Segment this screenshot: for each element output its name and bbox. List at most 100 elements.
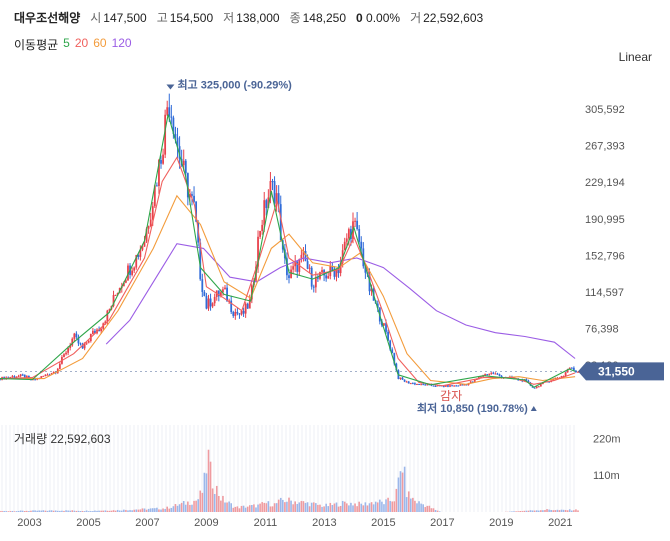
volume-bar xyxy=(432,508,435,512)
candle-body xyxy=(232,311,235,316)
volume-bar xyxy=(42,510,45,512)
volume-bar xyxy=(577,510,579,512)
candle-body xyxy=(162,154,164,164)
candle-body xyxy=(405,381,408,383)
volume-bar xyxy=(542,510,544,512)
candle-body xyxy=(261,224,264,231)
volume-bar xyxy=(358,501,360,512)
candle-body xyxy=(370,288,373,292)
candle-body xyxy=(122,282,125,287)
candle-body xyxy=(527,380,530,383)
candle-body xyxy=(347,229,350,239)
candle-body xyxy=(469,381,472,384)
volume-bar xyxy=(517,511,519,512)
volume-bar xyxy=(248,505,251,512)
volume-bar xyxy=(515,511,517,512)
candle-body xyxy=(219,292,222,297)
volume-bar xyxy=(73,510,76,512)
candle-body xyxy=(420,383,423,385)
volume-bar xyxy=(354,503,356,512)
ma-5-legend[interactable]: 5 xyxy=(63,36,70,50)
candle-body xyxy=(240,310,243,315)
low-price: 저 138,000 xyxy=(223,11,280,25)
volume-bar xyxy=(166,506,169,512)
volume-bar xyxy=(513,511,515,512)
candle-body xyxy=(141,246,144,250)
volume-bar xyxy=(133,509,135,512)
volume-bar xyxy=(5,511,7,512)
volume-bar xyxy=(207,449,210,512)
volume-bar xyxy=(564,509,567,512)
candle-body xyxy=(490,372,493,374)
volume-bar xyxy=(9,511,12,512)
volume-bar xyxy=(273,503,276,512)
price-tick-label: 229,194 xyxy=(585,177,625,189)
scale-toggle[interactable]: Linear xyxy=(618,50,652,64)
volume-bar xyxy=(401,472,404,512)
candle-body xyxy=(345,238,348,242)
volume-bar xyxy=(38,510,41,512)
candle-body xyxy=(207,298,210,309)
candle-body xyxy=(459,384,462,386)
volume-bar xyxy=(312,502,315,512)
candle-body xyxy=(444,385,447,387)
candle-body xyxy=(409,383,412,385)
volume-bar xyxy=(120,510,123,512)
candle-body xyxy=(411,383,414,385)
volume-bar xyxy=(420,503,422,512)
moving-average-legend: 이동평균 5 20 60 120 xyxy=(14,36,132,53)
year-tick-label: 2003 xyxy=(17,517,41,529)
candle-body xyxy=(533,387,536,389)
year-tick-label: 2011 xyxy=(254,517,278,529)
candle-body xyxy=(155,185,158,187)
volume-bar xyxy=(348,505,350,512)
candle-body xyxy=(418,384,420,386)
price-tick-label: 190,995 xyxy=(585,214,625,226)
ma-120-legend[interactable]: 120 xyxy=(111,36,132,50)
candle-body xyxy=(205,295,208,309)
candle-body xyxy=(160,160,162,164)
volume-bar xyxy=(44,510,47,512)
volume-bar xyxy=(537,510,540,512)
candle-body xyxy=(189,194,191,198)
candle-body xyxy=(449,385,451,387)
volume-tick-label: 220m xyxy=(593,433,621,445)
candle-body xyxy=(34,379,36,381)
volume-bar xyxy=(331,504,334,512)
volume-bar xyxy=(168,508,171,512)
volume-bar xyxy=(11,510,14,512)
axes: 305,592 267,393 229,194 190,995 152,796 114,5… xyxy=(17,104,625,529)
volume-bar xyxy=(554,510,557,512)
volume-bar xyxy=(379,499,381,512)
volume-bar xyxy=(416,503,418,512)
max-annotation: 최고 325,000 (-90.29%) xyxy=(177,78,292,92)
volume-bar xyxy=(0,510,1,512)
candle-body xyxy=(19,374,22,377)
volume-bar xyxy=(218,496,220,512)
candle-body xyxy=(496,373,499,375)
volume-summary: 거 22,592,603 xyxy=(410,11,484,25)
price-tick-label: 76,398 xyxy=(585,323,619,335)
volume-bar xyxy=(407,491,410,512)
price-candles xyxy=(0,93,579,389)
volume-bar xyxy=(54,510,57,512)
candle-body xyxy=(395,363,398,371)
volume-bar xyxy=(67,510,69,512)
volume-bar xyxy=(292,504,294,512)
volume-bar xyxy=(32,510,34,512)
candle-body xyxy=(236,311,239,314)
volume-bar xyxy=(533,510,536,512)
volume-bars xyxy=(0,449,579,512)
volume-bar xyxy=(372,504,375,512)
candle-body xyxy=(286,258,288,276)
candle-body xyxy=(222,289,224,293)
volume-bar xyxy=(193,500,195,512)
candle-body xyxy=(131,270,134,275)
volume-bar xyxy=(319,504,321,512)
candle-body xyxy=(100,328,103,332)
volume-bar xyxy=(226,502,228,512)
ma-20-legend[interactable]: 20 xyxy=(74,36,89,50)
volume-bar xyxy=(139,509,142,512)
ma-60-legend[interactable]: 60 xyxy=(93,36,107,50)
